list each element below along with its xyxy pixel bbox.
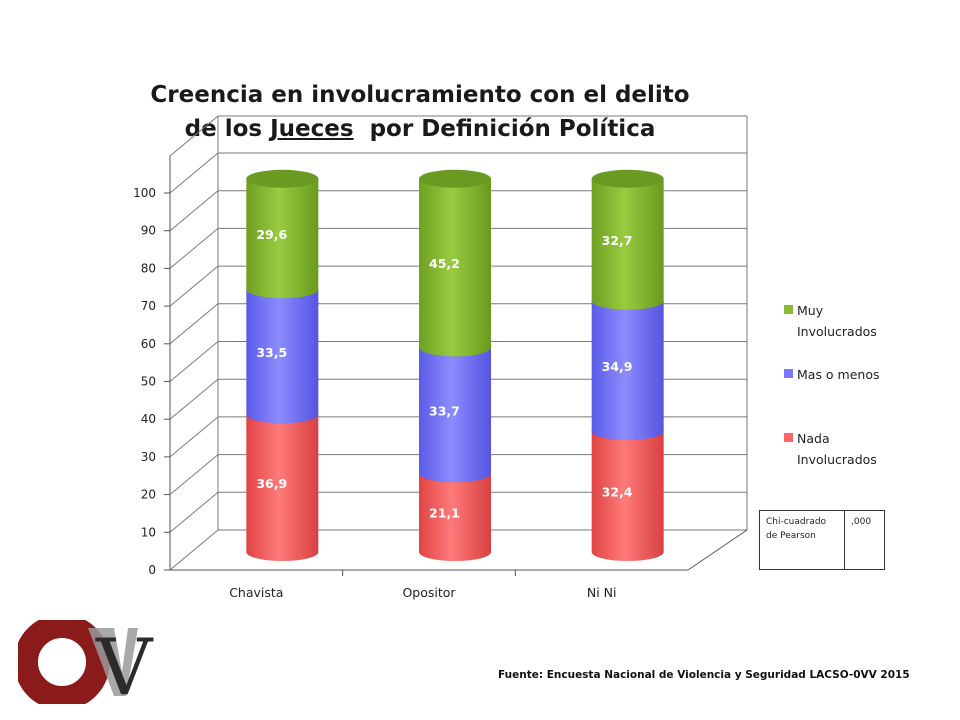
legend-swatch-mas-o-menos (784, 369, 793, 378)
chart-bars: 36,9 33,5 29,6 21,1 33,7 45,2 32,4 34,9 32,7 (246, 169, 664, 561)
gridline-side (169, 115, 219, 157)
y-tick-label: 70 (141, 299, 156, 313)
x-axis-depth (687, 529, 748, 571)
chart-title: Creencia en involucramiento con el delit… (120, 78, 720, 146)
legend-swatch-nada (784, 433, 793, 442)
data-label: 33,7 (429, 403, 460, 418)
data-label: 34,9 (602, 359, 633, 374)
bar-segment (246, 178, 319, 299)
y-tick-label: 20 (141, 488, 156, 502)
chi-square-table: Chi-cuadrado de Pearson ,000 (759, 510, 885, 570)
gridline-side (169, 454, 219, 495)
data-label: 21,1 (429, 506, 460, 521)
bar-segment-top (591, 169, 664, 188)
x-tick-label: Ni Ni (587, 585, 617, 600)
legend-swatch-muy (784, 305, 793, 314)
bar-segment (591, 178, 664, 310)
y-tick-label: 90 (141, 224, 156, 238)
source-note: Fuente: Encuesta Nacional de Violencia y… (498, 669, 910, 681)
gridline-side (169, 265, 219, 307)
bar-segment (419, 178, 491, 357)
y-tick-label: 30 (141, 450, 156, 464)
gridline-side (169, 416, 219, 458)
y-tick-label: 50 (141, 375, 156, 389)
chart-axes: 0 10 20 30 40 50 60 70 80 90 100 Chavista Opositor Ni… (133, 156, 748, 600)
gridline-side (169, 341, 219, 382)
legend-item-muy: Muy Involucrados (784, 300, 897, 342)
legend-label-mas-o-menos: Mas o menos (797, 367, 880, 382)
chi-square-value: ,000 (851, 517, 872, 527)
gridline-side (169, 152, 219, 194)
gridline-side (169, 529, 219, 571)
gridline-side (169, 303, 219, 345)
bar-segment (419, 473, 491, 561)
y-tick-label: 100 (133, 186, 156, 200)
chi-square-label: Chi-cuadrado de Pearson (759, 510, 845, 570)
title-underlined-word: Jueces (270, 116, 354, 142)
y-tick-label: 60 (141, 337, 156, 351)
gridline-side (169, 228, 219, 269)
y-tick-label: 10 (141, 525, 156, 539)
gridline-side (169, 190, 219, 232)
logo-o-ring (18, 620, 110, 704)
data-label: 36,9 (256, 476, 287, 491)
title-line-2-pre: de los (184, 116, 271, 142)
data-label: 29,6 (256, 227, 287, 242)
data-label: 32,4 (602, 485, 633, 500)
title-line-2-post: por Definición Política (353, 116, 656, 142)
y-tick-label: 40 (141, 412, 156, 426)
logo-v-shadow (88, 628, 138, 696)
bar-segment (591, 300, 664, 441)
ovv-logo: V (18, 620, 154, 704)
bar-segment-top (246, 169, 319, 188)
legend-label-nada: Nada Involucrados (797, 431, 877, 467)
data-label: 33,5 (256, 345, 287, 360)
legend-item-mas-o-menos: Mas o menos (784, 364, 897, 385)
gridline-side (169, 378, 219, 420)
title-line-1: Creencia en involucramiento con el delit… (150, 82, 690, 108)
x-tick-label: Chavista (229, 585, 283, 600)
logo-v-letter: V (95, 623, 154, 704)
data-label: 32,7 (602, 233, 633, 248)
title-line-2: de los Jueces por Definición Política (120, 112, 720, 146)
bar-segment (246, 289, 319, 424)
x-tick-label: Opositor (402, 585, 456, 600)
bar-segment (246, 414, 319, 561)
data-label: 45,2 (429, 256, 460, 271)
y-tick-label: 0 (148, 563, 156, 577)
legend-item-nada: Nada Involucrados (784, 428, 897, 470)
gridline-side (169, 491, 219, 533)
legend-label-muy: Muy Involucrados (797, 303, 877, 339)
bar-segment (419, 347, 491, 483)
y-tick-label: 80 (141, 261, 156, 275)
bar-segment (591, 431, 664, 561)
bar-segment-top (419, 169, 491, 188)
